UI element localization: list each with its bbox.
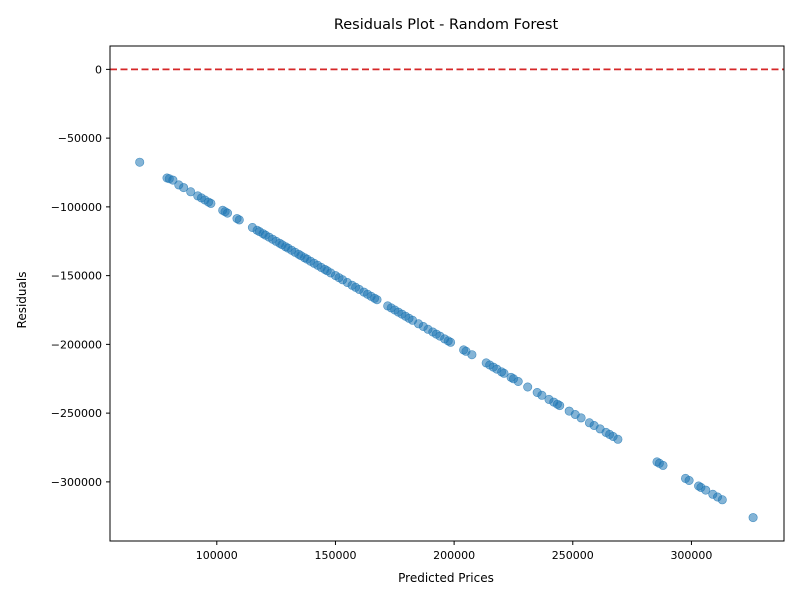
x-tick-label: 250000 <box>552 549 594 562</box>
data-point <box>658 460 668 470</box>
y-tick-label: −150000 <box>51 270 102 283</box>
data-point <box>223 208 233 218</box>
y-axis: 0 −50000 −100000 −150000 −200000 −250000 −3000… <box>51 63 110 489</box>
x-tick-label: 300000 <box>670 549 712 562</box>
plot-frame <box>109 45 785 542</box>
data-point <box>576 413 586 423</box>
x-tick-label: 200000 <box>433 549 475 562</box>
data-point <box>748 513 758 523</box>
data-point <box>613 434 623 444</box>
x-tick-label: 150000 <box>314 549 356 562</box>
data-point <box>179 183 189 193</box>
data-point <box>684 475 694 485</box>
data-point <box>523 382 533 392</box>
data-point <box>446 337 456 347</box>
y-tick-label: −100000 <box>51 201 102 214</box>
data-point <box>135 157 145 167</box>
data-point <box>168 175 178 185</box>
chart-title: Residuals Plot - Random Forest <box>334 17 559 33</box>
data-point <box>555 401 565 411</box>
y-tick-label: −50000 <box>58 132 102 145</box>
data-point <box>206 198 216 208</box>
y-tick-label: −200000 <box>51 338 102 351</box>
y-tick-label: −250000 <box>51 407 102 420</box>
y-tick-label: 0 <box>95 63 102 76</box>
plot-area <box>109 45 785 542</box>
data-point <box>467 350 477 360</box>
data-point <box>186 187 196 197</box>
y-axis-label: Residuals <box>15 272 29 329</box>
x-axis: 100000 150000 200000 250000 300000 <box>196 541 712 562</box>
x-tick-label: 100000 <box>196 549 238 562</box>
data-point <box>701 485 711 495</box>
data-point <box>234 215 244 225</box>
points-layer <box>135 157 758 523</box>
data-point <box>499 368 509 378</box>
data-point <box>372 295 382 305</box>
data-point <box>513 376 523 386</box>
data-point <box>537 390 547 400</box>
data-point <box>717 495 727 505</box>
y-tick-label: −300000 <box>51 476 102 489</box>
x-axis-label: Predicted Prices <box>398 571 494 585</box>
